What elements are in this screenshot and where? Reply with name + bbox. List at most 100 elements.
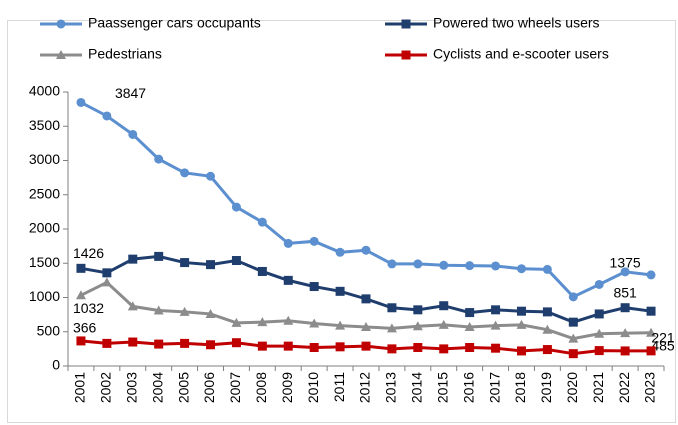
x-tick-label: 2012 [357,372,373,403]
marker [620,303,630,313]
x-tick-label: 2016 [460,372,476,403]
marker [101,277,112,287]
x-tick-label: 2007 [227,372,243,403]
marker [491,261,501,271]
legend-label: Paassenger cars occupants [88,15,261,31]
marker [128,254,138,264]
marker [283,315,294,325]
marker [516,319,527,329]
marker [465,343,475,353]
marker [180,168,190,178]
x-tick-label: 2021 [590,372,606,403]
y-tick-label: 3000 [29,151,60,167]
x-tick-label: 2004 [149,372,165,403]
marker [465,308,475,318]
marker [257,266,267,276]
marker [401,19,411,29]
marker [231,317,242,327]
chart-frame [7,20,676,423]
marker [128,129,138,139]
marker [387,303,397,313]
marker [361,341,371,351]
marker [153,305,164,315]
marker [180,338,190,348]
marker [646,306,656,316]
data-label: 851 [613,284,637,300]
marker [231,338,241,348]
marker [646,270,656,280]
marker [205,308,216,318]
marker [127,301,138,311]
marker [154,154,164,164]
marker [413,305,423,315]
marker [542,264,552,274]
marker [542,324,553,334]
marker [646,327,657,337]
data-label: 1426 [73,245,104,261]
marker [439,260,449,270]
x-tick-label: 2018 [512,372,528,403]
marker [361,245,371,255]
series: 366 221 [73,320,675,359]
legend-label: Powered two wheels users [433,15,600,31]
y-tick-label: 1500 [29,254,60,270]
marker [309,282,319,292]
data-label: 1032 [73,300,104,316]
series: 1426 851 [73,245,656,327]
marker [361,294,371,304]
y-tick-label: 500 [37,322,61,338]
x-tick-label: 2011 [331,372,347,402]
x-tick-label: 2023 [642,372,658,403]
marker [231,202,241,212]
marker [102,111,112,121]
marker [180,258,190,268]
series: 1032 485 [73,277,675,353]
marker [309,318,320,328]
marker [387,344,397,354]
marker [516,306,526,316]
marker [620,346,630,356]
marker [413,259,423,269]
marker [257,217,267,227]
x-tick-label: 2019 [538,372,554,403]
data-label: 485 [651,337,675,353]
x-tick-label: 2008 [253,372,269,403]
marker [76,336,86,346]
x-tick-label: 2014 [409,372,425,403]
y-tick-label: 4000 [29,83,60,99]
marker [335,247,345,257]
marker [412,321,423,331]
marker [439,344,449,354]
marker [438,319,449,329]
marker [154,251,164,261]
x-tick-label: 2005 [175,372,191,403]
y-tick-label: 3500 [29,117,60,133]
data-label: 1375 [610,255,641,271]
marker [75,290,86,300]
marker [620,267,630,277]
marker [568,333,579,343]
marker [206,171,216,181]
marker [257,341,267,351]
y-tick-label: 1000 [29,288,60,304]
marker [401,50,411,60]
series-line [80,101,652,299]
data-label: 3847 [115,85,146,101]
x-tick-label: 2015 [434,372,450,403]
data-label: 366 [73,320,97,336]
x-tick-label: 2013 [383,372,399,403]
marker [386,323,397,333]
marker [542,307,552,317]
data-label: 221 [651,330,675,346]
marker [76,263,86,273]
marker [309,236,319,246]
marker [542,345,552,355]
y-tick-label: 0 [52,357,60,373]
marker [154,339,164,349]
marker [413,343,423,353]
x-tick-label: 2020 [564,372,580,403]
marker [594,346,604,356]
marker [361,321,371,331]
x-tick-label: 2010 [305,372,321,403]
marker [568,317,578,327]
